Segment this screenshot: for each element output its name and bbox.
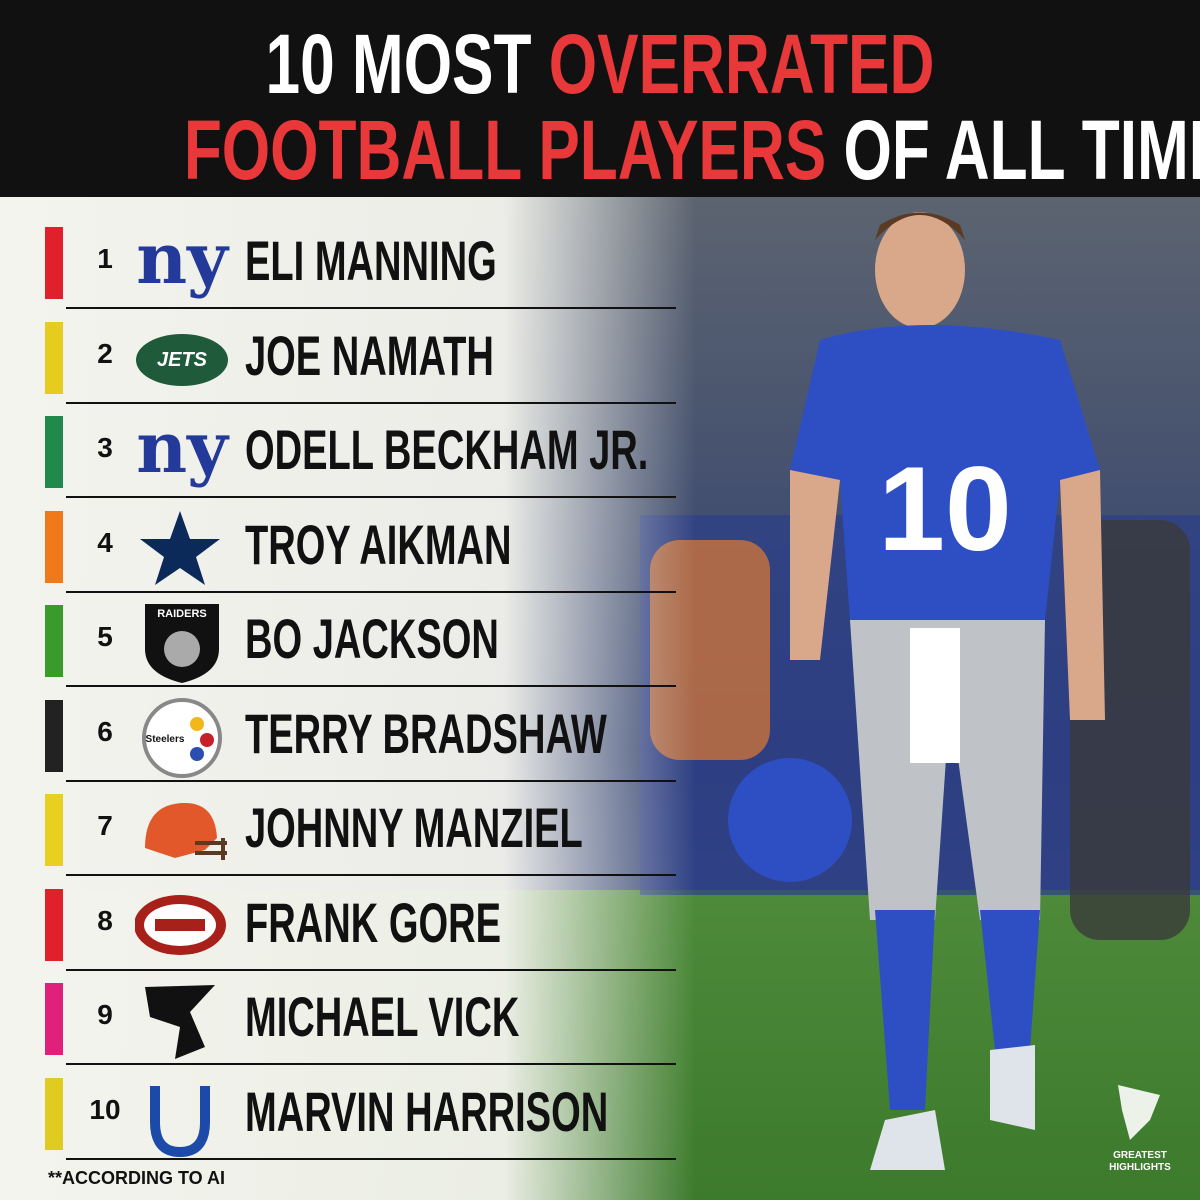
color-bar	[45, 605, 63, 677]
separator	[66, 307, 676, 309]
team-logo	[145, 985, 215, 1059]
separator	[66, 496, 676, 498]
hypocycloid	[190, 746, 204, 761]
ranking-row: 3 ny ODELL BECKHAM JR.	[0, 404, 700, 498]
ranking-row: 9 MICHAEL VICK	[0, 971, 700, 1065]
color-bar	[45, 1077, 63, 1150]
title-band	[0, 0, 1200, 197]
player-name: ODELL BECKHAM JR.	[245, 418, 649, 481]
rank-number: 3	[97, 432, 113, 463]
rank-number: 8	[97, 904, 113, 936]
team-logo: ny	[136, 410, 230, 489]
horseshoe	[150, 1085, 210, 1157]
logo-oval	[136, 333, 228, 386]
watermark: HIGHLIGHTS	[1109, 1162, 1171, 1173]
logo-text: ny	[136, 410, 230, 489]
player-name: FRANK GORE	[245, 890, 501, 954]
color-bar	[45, 321, 63, 394]
player-name: JOHNNY MANZIEL	[245, 796, 583, 859]
rank-number: 4	[97, 526, 113, 558]
logo-text: JETS	[157, 349, 208, 371]
ranking-row: 5 RAIDERS BO JACKSON	[0, 593, 700, 687]
separator	[66, 779, 676, 782]
title-highlight: OVERRATED	[548, 17, 935, 111]
color-bar	[45, 888, 63, 961]
hypocycloid	[200, 732, 214, 747]
rank-number: 10	[89, 1093, 121, 1125]
color-bar	[45, 227, 63, 299]
logo-text: Steelers	[146, 734, 185, 745]
separator	[66, 968, 676, 971]
ranking-row: 10 MARVIN HARRISON	[0, 1066, 700, 1160]
rank-number: 2	[97, 337, 113, 369]
separator	[66, 685, 676, 687]
hypocycloid	[190, 716, 204, 731]
logo-text: RAIDERS	[157, 608, 207, 620]
separator	[66, 590, 676, 593]
ranking-row: 6 Steelers TERRY BRADSHAW	[0, 688, 700, 782]
team-logo: JETS	[136, 333, 228, 386]
ranking-row: 7 JOHNNY MANZIEL	[0, 782, 700, 876]
player-name: BO JACKSON	[245, 607, 499, 670]
team-logo	[145, 803, 227, 860]
team-logo	[150, 1085, 210, 1157]
ranking-row: 4 TROY AIKMAN	[0, 499, 700, 593]
ranking-row: 2 JETS JOE NAMATH	[0, 310, 700, 404]
player-name: TROY AIKMAN	[245, 512, 512, 576]
title-line: 10 MOST OVERRATED	[0, 22, 1200, 106]
separator	[66, 1063, 676, 1065]
player-name: ELI MANNING	[245, 229, 497, 292]
shield-face	[164, 631, 200, 667]
falcon	[145, 985, 215, 1059]
rank-number: 7	[97, 810, 113, 841]
logo-text: ny	[136, 221, 230, 300]
watermark: GREATEST	[1113, 1150, 1167, 1161]
rank-number: 6	[97, 715, 113, 747]
team-logo: Steelers	[142, 697, 222, 778]
color-bar	[45, 510, 63, 583]
team-logo: ny	[136, 221, 230, 300]
color-bar	[45, 416, 63, 488]
watermark-icon	[1118, 1085, 1160, 1140]
facemask	[195, 838, 227, 860]
footnote: **ACCORDING TO AI	[48, 1168, 226, 1188]
player-name: MARVIN HARRISON	[245, 1079, 609, 1143]
helmet	[145, 803, 217, 858]
team-logo: RAIDERS	[145, 604, 219, 683]
ranking-row: 8 FRANK GORE	[0, 877, 700, 971]
color-bar	[45, 983, 63, 1055]
team-logo	[135, 894, 226, 955]
rank-number: 1	[97, 243, 113, 274]
star	[140, 510, 220, 585]
title-text: OF ALL TIME	[843, 103, 1200, 197]
rank-number: 5	[97, 621, 113, 652]
ranking-row: 1 ny ELI MANNING	[0, 215, 700, 309]
player-name: TERRY BRADSHAW	[245, 701, 607, 765]
color-bar	[45, 699, 63, 772]
separator	[66, 874, 676, 876]
player-name: JOE NAMATH	[245, 323, 494, 387]
title-line: FOOTBALL PLAYERS OF ALL TIME	[0, 108, 1200, 192]
title-text: 10 MOST	[265, 17, 532, 111]
separator	[66, 401, 676, 404]
separator	[66, 1157, 676, 1160]
title-highlight: FOOTBALL PLAYERS	[183, 103, 827, 197]
rank-number: 9	[97, 999, 113, 1030]
player-name: MICHAEL VICK	[245, 985, 520, 1048]
color-bar	[45, 794, 63, 866]
team-logo	[140, 510, 220, 585]
